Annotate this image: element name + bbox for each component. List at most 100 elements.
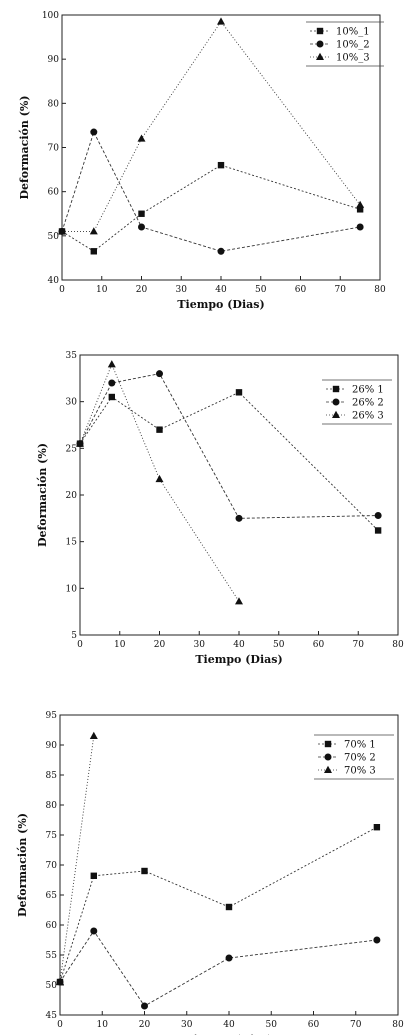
series-1	[76, 389, 382, 534]
x-tick-label: 20	[154, 640, 166, 650]
y-tick-label: 10	[66, 584, 78, 594]
data-point	[356, 200, 365, 208]
y-tick-label: 60	[46, 921, 58, 931]
data-point	[374, 527, 382, 534]
data-point	[235, 514, 243, 522]
y-tick-label: 55	[46, 951, 58, 961]
y-tick-label: 95	[46, 711, 58, 721]
x-tick-label: 10	[97, 1020, 109, 1030]
x-axis-label: Tiempo (Dias)	[185, 1033, 272, 1035]
legend-marker	[332, 398, 340, 406]
y-tick-label: 90	[48, 55, 60, 65]
x-tick-label: 30	[194, 640, 206, 650]
x-tick-label: 60	[313, 640, 325, 650]
data-point	[235, 597, 243, 605]
legend-entry: 70% 1	[318, 740, 376, 751]
series-line	[61, 164, 361, 252]
series-line	[59, 930, 377, 1007]
series-line	[79, 363, 240, 602]
legend-marker	[332, 385, 340, 393]
x-tick-label: 10	[96, 285, 108, 295]
data-point	[108, 393, 115, 401]
x-axis-label: Tiempo (Dias)	[177, 298, 264, 311]
x-tick-label: 30	[181, 1020, 193, 1030]
y-tick-label: 25	[66, 444, 78, 454]
data-point	[137, 134, 146, 142]
y-tick-label: 60	[48, 188, 60, 198]
x-tick-label: 80	[392, 1020, 404, 1030]
series-2	[58, 128, 364, 255]
x-tick-label: 70	[353, 640, 365, 650]
x-tick-label: 20	[139, 1020, 151, 1030]
x-tick-label: 50	[273, 640, 285, 650]
legend-marker	[324, 765, 332, 773]
y-tick-label: 100	[42, 11, 59, 21]
legend-entry: 70% 2	[318, 753, 376, 764]
data-point	[356, 223, 364, 231]
legend-entry: 10%_3	[310, 53, 370, 64]
y-tick-label: 40	[48, 276, 60, 286]
data-point	[373, 824, 381, 831]
x-tick-label: 80	[374, 285, 386, 295]
y-tick-label: 65	[46, 891, 58, 901]
x-tick-label: 50	[266, 1020, 278, 1030]
legend-marker	[316, 52, 324, 60]
data-point	[138, 223, 145, 231]
data-point	[374, 512, 382, 520]
series-1	[56, 824, 381, 986]
x-tick-label: 10	[114, 640, 126, 650]
series-1	[58, 161, 364, 255]
series-line	[61, 130, 361, 252]
x-tick-label: 60	[308, 1020, 320, 1030]
x-tick-label: 0	[77, 640, 83, 650]
series-2	[56, 927, 381, 1010]
data-point	[90, 927, 98, 935]
data-point	[89, 227, 98, 235]
data-point	[225, 903, 233, 911]
data-point	[217, 161, 225, 169]
series-3	[58, 17, 365, 235]
x-tick-label: 0	[59, 285, 65, 295]
data-point	[108, 379, 116, 387]
series-line	[79, 391, 379, 531]
legend-entry: 10%_1	[310, 27, 370, 38]
data-point	[90, 128, 98, 136]
y-tick-label: 50	[48, 232, 60, 242]
series-line	[62, 20, 361, 232]
chart-2: 0 10 20 30 40 50 60 70 80 5 10 15 20 25 30 35 Tiempo (Di…	[36, 351, 404, 666]
data-point	[217, 17, 225, 25]
y-tick-label: 80	[48, 99, 60, 109]
y-tick-label: 85	[46, 771, 58, 781]
x-tick-label: 0	[57, 1020, 63, 1030]
data-point	[141, 1002, 148, 1010]
legend: 26% 1 26% 2 26% 3	[322, 379, 392, 425]
y-tick-label: 75	[46, 831, 58, 841]
y-tick-label: 15	[66, 538, 78, 548]
chart-3: 0 10 20 30 40 50 60 70 80 45 50 55 60 65 70 75 80 85 90 95 T…	[16, 711, 404, 1035]
y-tick-label: 70	[48, 144, 60, 154]
data-point	[56, 977, 64, 985]
series-3	[76, 360, 243, 605]
legend-label: 10%_1	[336, 27, 370, 38]
y-tick-label: 90	[46, 741, 58, 751]
legend-marker	[316, 40, 324, 48]
y-tick-label: 50	[46, 981, 58, 991]
y-axis-label: Deformación (%)	[18, 95, 31, 199]
legend-label: 10%_3	[336, 53, 370, 64]
data-point	[107, 360, 116, 368]
x-tick-label: 80	[392, 640, 404, 650]
x-tick-label: 40	[215, 285, 227, 295]
y-tick-label: 35	[66, 351, 78, 361]
data-point	[58, 227, 66, 235]
legend-marker	[316, 27, 324, 35]
legend-marker	[324, 753, 332, 761]
x-tick-label: 20	[136, 285, 148, 295]
data-point	[90, 872, 97, 879]
x-tick-label: 60	[295, 285, 307, 295]
legend-label: 70% 2	[344, 753, 376, 764]
legend-marker	[324, 740, 332, 748]
data-point	[141, 867, 148, 875]
legend-marker	[332, 410, 340, 418]
legend-entry: 70% 3	[318, 766, 376, 777]
